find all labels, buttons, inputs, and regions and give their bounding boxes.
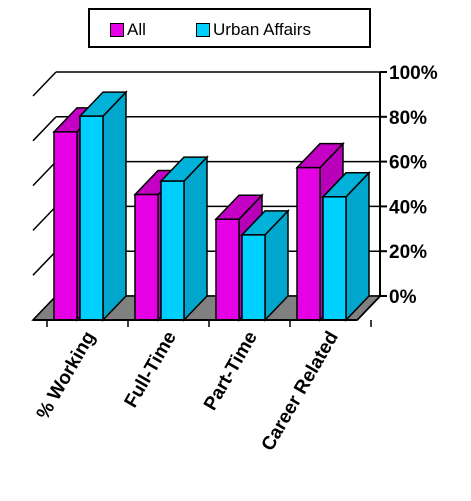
gridline-left [32,205,57,231]
bar-side [345,170,370,322]
bar [322,196,347,321]
y-tick-label: 0% [389,287,417,308]
bar [241,234,266,321]
legend: All Urban Affairs [88,8,371,48]
gridline-left [32,71,57,97]
bar [296,166,321,321]
y-tick-label: 80% [389,108,427,129]
legend-swatch-all [110,23,124,37]
x-tick-label: Part-Time [200,328,262,414]
bar [160,180,185,321]
y-tick-label: 100% [389,63,438,84]
x-tick-label: Career Related [258,328,343,455]
x-tick-label: Full-Time [121,328,181,411]
gridline-left [32,116,57,142]
bar [215,218,240,321]
y-tick-label: 60% [389,153,427,174]
gridline-left [32,161,57,187]
bar [134,193,159,321]
bar-side [102,90,127,322]
bar [79,115,104,321]
legend-swatch-urban-affairs [196,23,210,37]
bar-side [183,155,208,322]
legend-item-urban-affairs: Urban Affairs [196,20,311,39]
legend-item-all: All [110,20,146,39]
x-tick-label: % Working [33,328,100,423]
legend-label-all: All [127,20,146,39]
y-tick-label: 40% [389,197,427,218]
legend-label-urban-affairs: Urban Affairs [213,20,311,39]
gridline-left [32,250,57,276]
bar [53,131,78,321]
y-tick-label: 20% [389,242,427,263]
